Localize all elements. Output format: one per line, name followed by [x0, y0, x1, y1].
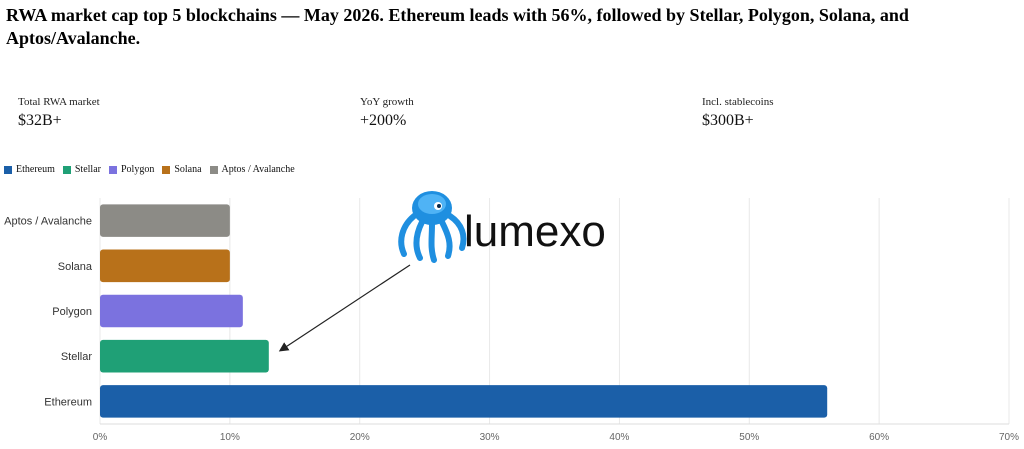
bar-chart: 0% 10% 20% 30% 40% 50% 60% 70% Ethereum Stellar Po…	[4, 198, 1019, 443]
octopus-icon	[398, 191, 467, 263]
bar-aptos-avalanche	[100, 204, 230, 237]
legend-label: Solana	[174, 164, 202, 175]
bar-ethereum	[100, 385, 828, 418]
legend-swatch	[108, 165, 117, 174]
bar-polygon	[100, 294, 243, 328]
stat-value: $300B+	[702, 112, 754, 129]
x-tick-label: 40%	[609, 432, 629, 443]
page-title: RWA market cap top 5 blockchains — May 2…	[6, 5, 909, 48]
legend-item[interactable]: Polygon	[108, 164, 155, 175]
legend-swatch	[62, 165, 71, 174]
x-tick-label: 20%	[350, 432, 370, 443]
legend-label: Stellar	[74, 164, 101, 175]
x-tick-label: 10%	[220, 432, 240, 443]
annotation-arrow	[278, 264, 411, 352]
y-category-label: Stellar	[61, 351, 93, 363]
legend-swatch	[209, 165, 218, 174]
legend-item[interactable]: Stellar	[62, 164, 101, 175]
legend-item[interactable]: Ethereum	[4, 164, 55, 175]
stat-value: $32B+	[18, 112, 62, 129]
x-tick-label: 0%	[93, 432, 108, 443]
stat-label: Incl. stablecoins	[702, 96, 774, 108]
stat-value: +200%	[360, 112, 407, 129]
y-category-label: Solana	[58, 261, 93, 273]
stat-label: Total RWA market	[18, 96, 100, 108]
bar-solana	[100, 249, 230, 283]
x-tick-label: 70%	[999, 432, 1019, 443]
bar-stellar	[100, 339, 269, 373]
legend-item[interactable]: Solana	[162, 164, 202, 175]
x-tick-label: 30%	[480, 432, 500, 443]
chart-legend: Ethereum Stellar Polygon Solana Aptos / Aval…	[4, 164, 295, 175]
x-tick-label: 50%	[739, 432, 759, 443]
legend-swatch	[162, 165, 171, 174]
legend-item[interactable]: Aptos / Avalanche	[209, 164, 295, 175]
stat-incl-stablecoins: Incl. stablecoins $300B+	[702, 96, 773, 130]
legend-swatch	[4, 165, 12, 174]
x-tick-label: 60%	[869, 432, 889, 443]
y-category-label: Polygon	[52, 306, 92, 318]
stat-yoy-growth: YoY growth +200%	[360, 96, 414, 130]
legend-label: Polygon	[120, 164, 155, 175]
lumexo-logo: lumexo	[398, 191, 606, 263]
stat-label: YoY growth	[360, 96, 414, 108]
legend-label: Aptos / Avalanche	[221, 164, 295, 175]
legend-label: Ethereum	[16, 164, 55, 175]
y-category-label: Ethereum	[44, 396, 92, 408]
stat-total-rwa-market: Total RWA market $32B+	[18, 96, 100, 130]
y-category-label: Aptos / Avalanche	[4, 216, 92, 228]
logo-wordmark: lumexo	[464, 207, 606, 256]
